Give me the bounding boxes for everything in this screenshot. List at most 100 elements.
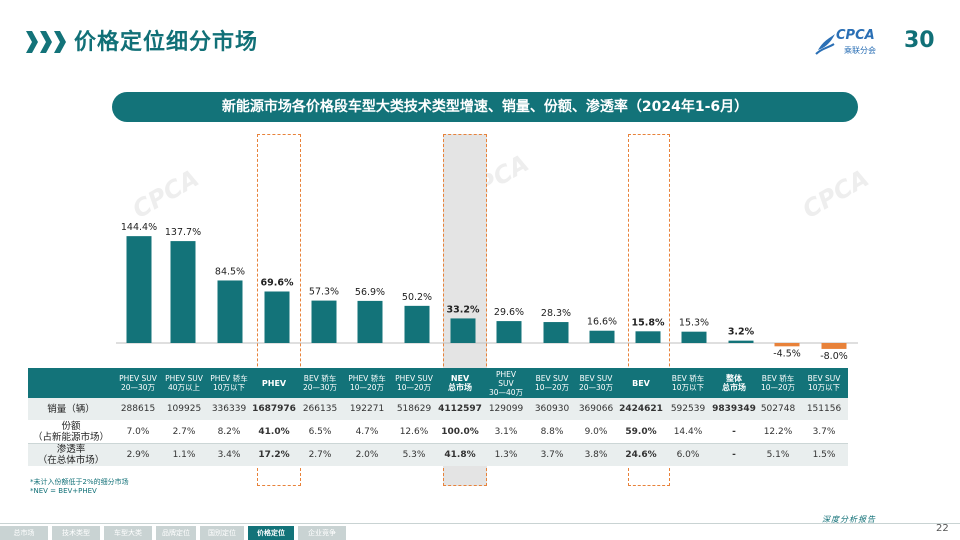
page-number: 22 bbox=[936, 523, 949, 534]
bar bbox=[450, 318, 476, 343]
data-label: 84.5% bbox=[215, 266, 245, 277]
header-cell: PHEV bbox=[252, 368, 296, 398]
table-cell: 109925 bbox=[162, 398, 206, 421]
table-cell: 592539 bbox=[664, 398, 712, 421]
header-cell: BEV SUV 10万以下 bbox=[800, 368, 848, 398]
nav-item[interactable]: 国别定位 bbox=[200, 526, 244, 540]
table-cell: 41.0% bbox=[252, 420, 296, 444]
nav-item[interactable]: 总市场 bbox=[0, 526, 48, 540]
table-cell: 129099 bbox=[482, 398, 530, 421]
header-cell: BEV SUV 10—20万 bbox=[530, 368, 574, 398]
cpca-swirl-icon bbox=[815, 34, 835, 55]
bar bbox=[543, 322, 569, 343]
table-cell: - bbox=[712, 420, 756, 444]
table-cell: 336339 bbox=[206, 398, 252, 421]
bar bbox=[404, 305, 430, 343]
bar bbox=[217, 280, 243, 343]
nav-item[interactable]: 品牌定位 bbox=[156, 526, 196, 540]
nav-item[interactable]: 技术类型 bbox=[52, 526, 100, 540]
data-label: 16.6% bbox=[587, 317, 617, 328]
table-cell: 8.2% bbox=[206, 420, 252, 444]
report-label: 深度分析报告 bbox=[822, 515, 876, 524]
logo-brand: CPCA bbox=[836, 28, 875, 43]
table-cell: - bbox=[712, 443, 756, 466]
table-cell: 9.0% bbox=[574, 420, 618, 444]
table-cell: 1.3% bbox=[482, 443, 530, 466]
table-cell: 502748 bbox=[756, 398, 800, 421]
bottom-nav: 总市场 技术类型 车型大类 品牌定位 国别定位 价格定位 企业竞争 bbox=[0, 523, 960, 540]
nav-item[interactable]: 价格定位 bbox=[248, 526, 294, 540]
header-cell: PHEV 轿车 10—20万 bbox=[344, 368, 390, 398]
header-cell: BEV SUV 20—30万 bbox=[574, 368, 618, 398]
header-cell: PHEV SUV 10—20万 bbox=[390, 368, 438, 398]
nav-item[interactable]: 企业竞争 bbox=[298, 526, 346, 540]
data-label: 137.7% bbox=[165, 227, 201, 238]
data-label: 57.3% bbox=[309, 287, 339, 298]
table-cell: 7.0% bbox=[114, 420, 162, 444]
logo-name: 乘联分会 bbox=[844, 46, 876, 55]
table-cell: 3.7% bbox=[800, 420, 848, 444]
chevron-right-icon bbox=[26, 31, 38, 53]
table-cell: 2.0% bbox=[344, 443, 390, 466]
header-cell bbox=[28, 368, 114, 398]
bar bbox=[311, 300, 337, 343]
table-cell: 288615 bbox=[114, 398, 162, 421]
data-label: -4.5% bbox=[773, 348, 801, 359]
data-label: 69.6% bbox=[261, 277, 294, 288]
bar bbox=[774, 343, 800, 347]
data-label: -8.0% bbox=[820, 351, 848, 362]
table-cell: 4112597 bbox=[438, 398, 482, 421]
row-label: 销量（辆） bbox=[28, 398, 114, 421]
table-cell: 24.6% bbox=[618, 443, 664, 466]
footnote: *NEV = BEV+PHEV bbox=[30, 487, 97, 495]
chevron-right-icon bbox=[54, 31, 66, 53]
table-cell: 266135 bbox=[296, 398, 344, 421]
header-cell: BEV 轿车 10—20万 bbox=[756, 368, 800, 398]
table-cell: 3.4% bbox=[206, 443, 252, 466]
data-label: 29.6% bbox=[494, 307, 524, 318]
bar bbox=[728, 340, 754, 343]
table-header-row: PHEV SUV 20—30万 PHEV SUV 40万以上 PHEV 轿车 10万以下 P… bbox=[28, 368, 848, 398]
nav-item[interactable]: 车型大类 bbox=[104, 526, 152, 540]
data-label: 15.3% bbox=[679, 318, 709, 329]
header-cell: BEV 轿车 10万以下 bbox=[664, 368, 712, 398]
header-cell: PHEV SUV 20—30万 bbox=[114, 368, 162, 398]
bar bbox=[170, 241, 196, 343]
table-row: 份额 （占新能源市场） 7.0% 2.7% 8.2% 41.0% 6.5% 4.7% 12.6%… bbox=[28, 420, 848, 444]
header-cell: PHEV SUV 30—40万 bbox=[482, 368, 530, 398]
data-label: 28.3% bbox=[541, 308, 571, 319]
table-cell: 5.3% bbox=[390, 443, 438, 466]
cpca-logo: CPCA 乘联分会 30 bbox=[814, 26, 944, 60]
bev-highlight-box bbox=[628, 134, 670, 486]
table-cell: 8.8% bbox=[530, 420, 574, 444]
nev-highlight-box bbox=[443, 134, 487, 486]
table-cell: 2.7% bbox=[162, 420, 206, 444]
header-cell: 整体 总市场 bbox=[712, 368, 756, 398]
bar bbox=[635, 331, 661, 343]
table-cell: 4.7% bbox=[344, 420, 390, 444]
table-cell: 518629 bbox=[390, 398, 438, 421]
table-cell: 100.0% bbox=[438, 420, 482, 444]
data-label: 33.2% bbox=[447, 304, 480, 315]
data-label: 144.4% bbox=[121, 222, 157, 233]
table-cell: 3.1% bbox=[482, 420, 530, 444]
table-cell: 6.0% bbox=[664, 443, 712, 466]
header-cell: BEV 轿车 20—30万 bbox=[296, 368, 344, 398]
table-cell: 360930 bbox=[530, 398, 574, 421]
data-label: 56.9% bbox=[355, 287, 385, 298]
phev-highlight-box bbox=[257, 134, 301, 486]
footnote: *未计入份额低于2%的细分市场 bbox=[30, 478, 129, 486]
row-label: 渗透率 （在总体市场） bbox=[28, 443, 114, 466]
table-cell: 1.1% bbox=[162, 443, 206, 466]
header: 价格定位细分市场 CPCA 乘联分会 30 bbox=[0, 0, 960, 70]
bar bbox=[821, 343, 847, 349]
table-cell: 6.5% bbox=[296, 420, 344, 444]
page-title: 价格定位细分市场 bbox=[74, 30, 259, 55]
nav-divider bbox=[0, 523, 960, 524]
data-label: 3.2% bbox=[728, 327, 755, 338]
bar bbox=[357, 300, 383, 343]
bar bbox=[496, 321, 522, 343]
table-cell: 3.7% bbox=[530, 443, 574, 466]
logo-anniversary: 30 bbox=[904, 28, 935, 53]
